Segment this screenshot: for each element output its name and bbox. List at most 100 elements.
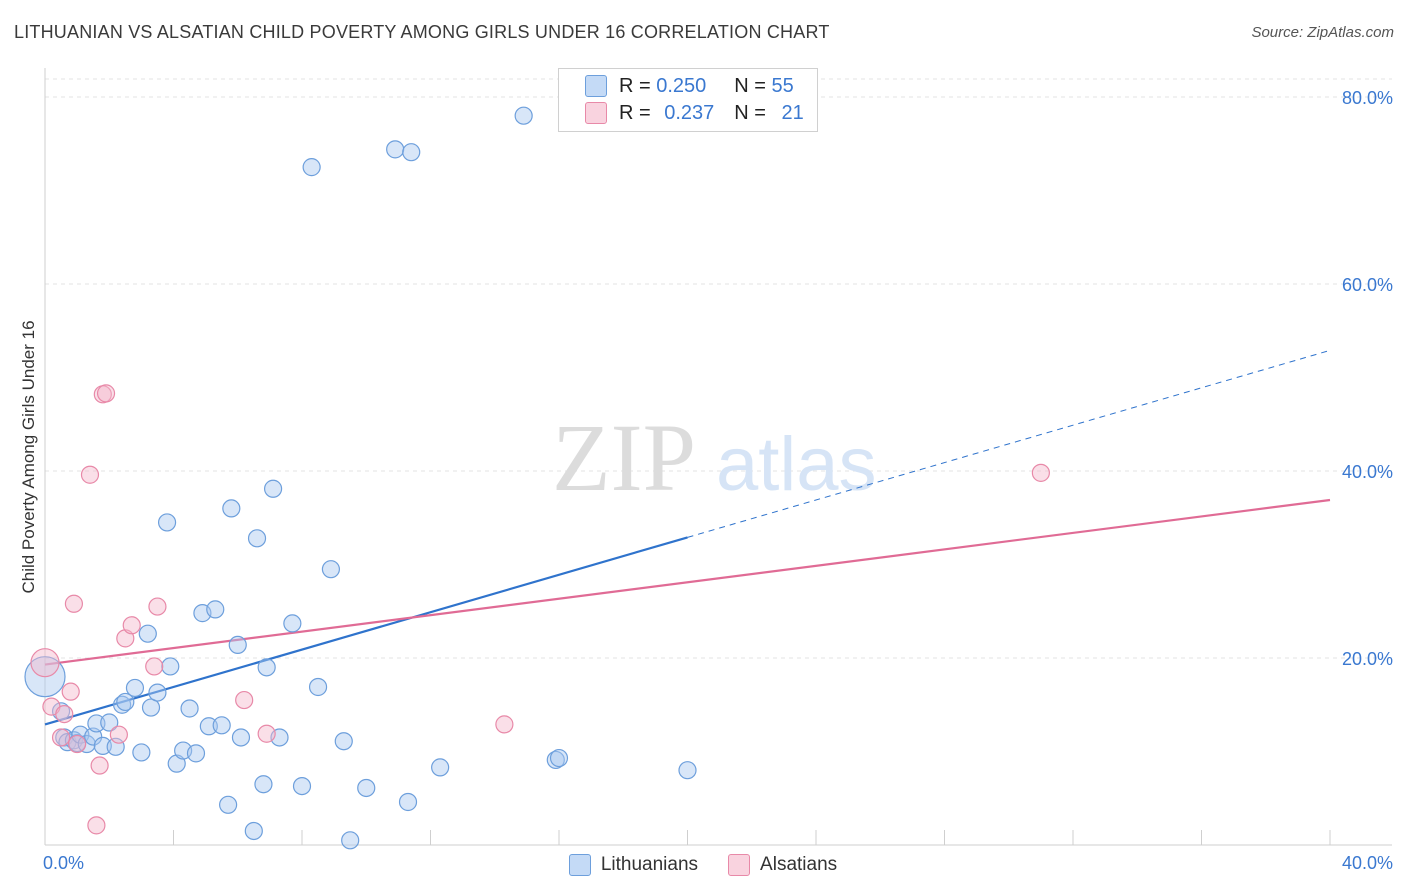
point-lithuanians-30 <box>219 795 238 814</box>
axes <box>44 68 1392 846</box>
stats-swatch-alsatians <box>585 102 607 124</box>
point-alsatians-3 <box>55 704 74 724</box>
point-alsatians-2 <box>51 728 71 747</box>
point-alsatians-6 <box>68 734 87 754</box>
point-lithuanians-10 <box>93 736 112 755</box>
y-tick-label-20: 20.0% <box>1342 649 1393 669</box>
point-alsatians-0 <box>30 648 60 678</box>
stats-row-lithuanians: R = 0.250 N = 55 <box>585 73 794 99</box>
n-label: N = <box>734 101 766 124</box>
point-alsatians-14 <box>122 616 141 635</box>
point-lithuanians-29 <box>212 716 231 735</box>
point-lithuanians-17 <box>138 624 157 643</box>
n-value: 21 <box>781 101 804 124</box>
data-points <box>24 106 1050 850</box>
point-alsatians-12 <box>109 725 128 744</box>
legend-item-lithuanians[interactable]: Lithuanians <box>568 854 699 876</box>
n-value: 55 <box>771 74 794 97</box>
point-alsatians-9 <box>90 756 109 775</box>
trend-lines <box>44 349 1331 726</box>
r-value: 0.250 <box>656 74 707 97</box>
r-value: 0.237 <box>664 101 715 124</box>
point-lithuanians-35 <box>247 529 267 548</box>
legend-label-alsatians: Alsatians <box>760 854 838 875</box>
point-lithuanians-21 <box>161 657 180 676</box>
point-lithuanians-22 <box>167 754 186 773</box>
series-alsatians <box>30 384 1050 835</box>
stats-swatch-lithuanians <box>585 75 607 97</box>
zipatlas-watermark: ZIP atlas <box>552 404 877 511</box>
trend-line-lithuanians-extrapolated <box>687 349 1331 538</box>
point-alsatians-7 <box>80 465 100 484</box>
point-lithuanians-52 <box>514 106 533 125</box>
point-alsatians-18 <box>257 724 276 743</box>
r-label: R = <box>619 74 651 97</box>
y-tick-label-40: 40.0% <box>1342 462 1393 482</box>
point-lithuanians-46 <box>341 831 360 850</box>
point-lithuanians-9 <box>87 714 106 733</box>
point-alsatians-16 <box>148 597 167 616</box>
source-credit: Source: ZipAtlas.com <box>1251 24 1394 41</box>
point-lithuanians-36 <box>254 775 273 794</box>
point-lithuanians-40 <box>283 614 302 633</box>
x-tick-label-min: 0.0% <box>43 853 84 873</box>
point-lithuanians-54 <box>549 748 569 768</box>
point-lithuanians-13 <box>112 695 132 714</box>
point-lithuanians-31 <box>222 499 241 518</box>
point-lithuanians-45 <box>334 732 353 751</box>
point-lithuanians-11 <box>100 713 119 732</box>
stats-row-alsatians: R = 0.237 N = 21 <box>585 100 804 126</box>
series-legend: Lithuanians Alsatians <box>0 851 1406 879</box>
point-alsatians-5 <box>64 594 84 613</box>
point-lithuanians-37 <box>257 658 276 677</box>
point-lithuanians-47 <box>357 778 376 798</box>
point-lithuanians-32 <box>228 635 247 655</box>
chart-title: LITHUANIAN VS ALSATIAN CHILD POVERTY AMO… <box>14 22 830 42</box>
point-alsatians-15 <box>145 657 164 676</box>
point-lithuanians-41 <box>292 776 312 796</box>
legend-label-lithuanians: Lithuanians <box>600 854 699 875</box>
watermark-zip: ZIP <box>552 404 696 511</box>
point-lithuanians-16 <box>132 743 151 762</box>
point-lithuanians-55 <box>678 761 697 780</box>
trend-line-lithuanians <box>44 536 688 726</box>
point-lithuanians-27 <box>199 717 218 736</box>
point-lithuanians-38 <box>263 479 283 498</box>
point-lithuanians-24 <box>180 699 199 718</box>
trend-line-alsatians <box>44 498 1331 666</box>
point-alsatians-4 <box>61 682 80 701</box>
point-lithuanians-34 <box>244 821 263 841</box>
watermark-atlas: atlas <box>716 422 877 507</box>
stats-legend: R = 0.250 N = 55 R = 0.237 N = 21 <box>558 68 818 132</box>
point-lithuanians-28 <box>206 600 225 619</box>
point-alsatians-11 <box>96 384 116 403</box>
point-lithuanians-19 <box>148 683 167 702</box>
point-alsatians-20 <box>1031 463 1050 482</box>
point-lithuanians-44 <box>321 560 341 579</box>
point-lithuanians-51 <box>431 758 450 777</box>
point-lithuanians-53 <box>546 750 565 770</box>
point-lithuanians-33 <box>231 728 251 747</box>
point-alsatians-13 <box>116 629 135 648</box>
x-tick-label-max: 40.0% <box>1342 853 1393 873</box>
n-label: N = <box>734 74 766 97</box>
point-lithuanians-15 <box>125 678 145 698</box>
point-lithuanians-18 <box>141 698 161 717</box>
point-lithuanians-25 <box>186 744 206 763</box>
point-alsatians-8 <box>87 816 106 835</box>
point-lithuanians-49 <box>398 792 418 812</box>
legend-swatch-lithuanians <box>568 854 591 876</box>
point-lithuanians-42 <box>302 158 321 177</box>
point-lithuanians-20 <box>157 513 177 532</box>
grid-lines <box>45 78 1392 659</box>
r-label: R = <box>619 101 651 124</box>
point-lithuanians-7 <box>77 734 96 754</box>
y-tick-label-60: 60.0% <box>1342 275 1393 295</box>
point-lithuanians-48 <box>386 140 405 159</box>
point-lithuanians-14 <box>116 692 135 712</box>
point-lithuanians-50 <box>402 143 421 162</box>
y-tick-label-80: 80.0% <box>1342 88 1393 108</box>
legend-item-alsatians[interactable]: Alsatians <box>728 854 837 876</box>
tick-labels: 20.0% 40.0% 60.0% 80.0% 0.0% 40.0% <box>43 88 1393 873</box>
